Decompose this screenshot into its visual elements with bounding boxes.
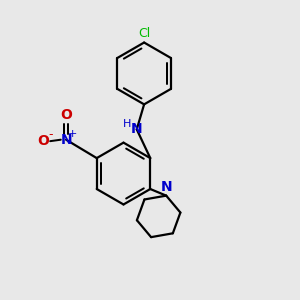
Text: O: O — [60, 108, 72, 122]
Text: Cl: Cl — [138, 27, 150, 40]
Text: N: N — [60, 133, 72, 147]
Text: N: N — [160, 180, 172, 194]
Text: -: - — [49, 128, 53, 141]
Text: N: N — [131, 122, 142, 136]
Text: +: + — [68, 129, 77, 140]
Text: H: H — [123, 119, 131, 129]
Text: O: O — [38, 134, 49, 148]
